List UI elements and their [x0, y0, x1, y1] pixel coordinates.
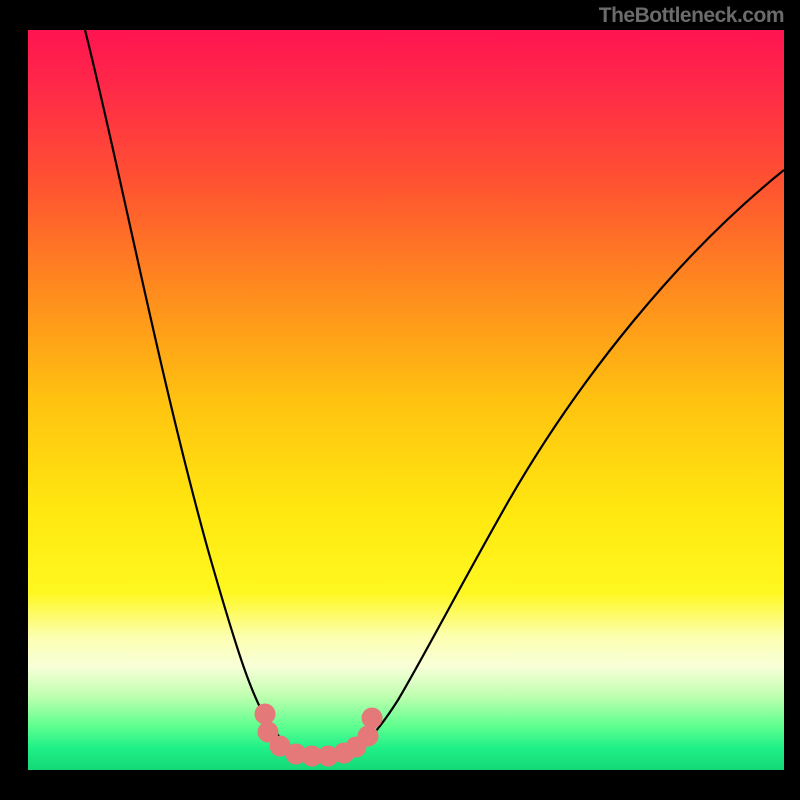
plot-area [28, 30, 784, 770]
gradient-background [28, 30, 784, 770]
curve-marker [358, 726, 379, 747]
chart-container: TheBottleneck.com [0, 0, 800, 800]
watermark-text: TheBottleneck.com [599, 4, 784, 28]
chart-svg [28, 30, 784, 770]
curve-marker [362, 708, 383, 729]
curve-marker [255, 704, 276, 725]
